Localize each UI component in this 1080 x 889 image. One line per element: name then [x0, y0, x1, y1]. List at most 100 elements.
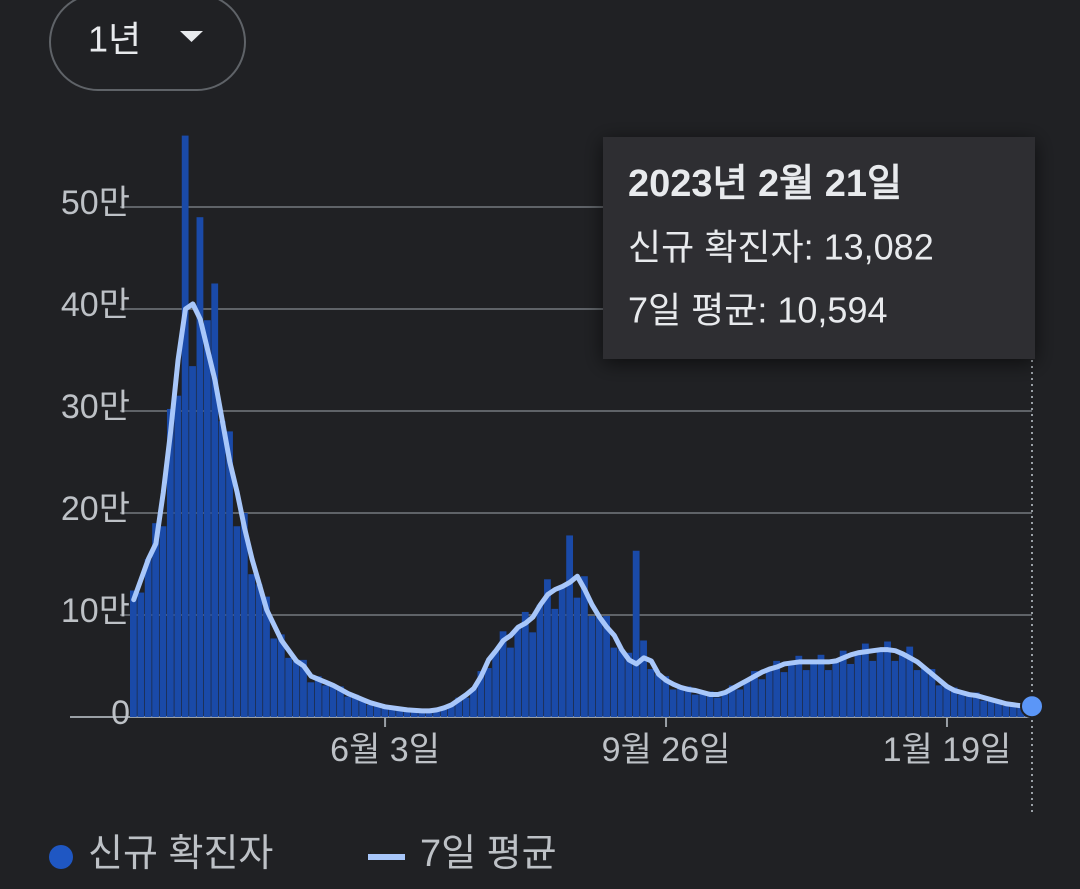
bar: [765, 669, 773, 717]
legend-swatch: [49, 845, 73, 869]
bar: [581, 576, 588, 717]
bar: [403, 709, 411, 717]
bar: [736, 689, 744, 717]
bar: [677, 687, 684, 717]
range-button[interactable]: [49, 0, 246, 91]
bar: [544, 579, 551, 717]
legend-label: 신규 확진자: [88, 833, 273, 875]
bar: [832, 660, 840, 717]
bar: [344, 696, 352, 717]
bar: [292, 660, 300, 717]
bar: [965, 694, 973, 717]
bar: [573, 597, 581, 717]
bar: [647, 669, 655, 717]
legend-label: 7일 평균: [420, 833, 557, 875]
bar: [898, 653, 906, 717]
bar: [366, 704, 374, 717]
bar: [928, 669, 936, 717]
bar: [751, 671, 758, 717]
y-tick-label: 10만: [61, 592, 130, 630]
range-label: 1년: [88, 19, 141, 60]
bar: [684, 686, 692, 717]
tooltip-line: 신규 확진자: 13,082: [628, 227, 934, 268]
bar: [1017, 704, 1025, 717]
bar: [514, 627, 522, 717]
bar: [263, 596, 270, 717]
bar: [499, 631, 507, 717]
bar: [166, 408, 174, 717]
bar: [839, 650, 847, 717]
bar: [270, 638, 278, 717]
bar: [884, 641, 891, 717]
bar: [935, 685, 943, 717]
bar: [595, 617, 603, 717]
bar: [226, 431, 233, 717]
bar: [388, 708, 396, 717]
bar: [159, 526, 167, 717]
bar: [995, 699, 1002, 717]
bar: [203, 320, 211, 717]
bar: [307, 682, 315, 717]
bar: [950, 687, 958, 717]
bar: [691, 694, 699, 717]
bar: [529, 632, 537, 717]
bar: [425, 710, 433, 717]
bar: [196, 217, 204, 717]
bar: [211, 283, 219, 717]
bar: [329, 685, 337, 717]
bar: [861, 643, 869, 717]
tooltip-line: 7일 평균: 10,594: [628, 290, 888, 331]
bar: [662, 676, 670, 717]
bar: [610, 647, 618, 717]
bar: [699, 692, 707, 717]
bar: [1009, 704, 1017, 717]
bar: [285, 657, 293, 717]
bar: [137, 592, 145, 717]
bar: [654, 674, 662, 717]
bar: [817, 654, 825, 717]
bar: [1002, 705, 1010, 717]
bar: [632, 550, 640, 717]
bar: [669, 689, 677, 717]
tooltip-box: [603, 137, 1035, 359]
bar: [625, 652, 633, 717]
bar: [174, 395, 182, 717]
bar: [617, 649, 625, 717]
bar: [603, 616, 610, 717]
bar: [921, 668, 928, 717]
bar: [943, 686, 951, 717]
bar: [255, 584, 263, 717]
bar: [721, 692, 729, 717]
x-tick-label: 9월 26일: [602, 731, 731, 769]
bar: [130, 590, 137, 717]
bar: [277, 634, 285, 717]
bar: [773, 660, 781, 717]
bar: [189, 366, 196, 717]
bar: [795, 655, 803, 717]
bar: [780, 672, 788, 717]
bar: [462, 697, 470, 717]
bar: [433, 708, 440, 717]
bar: [455, 697, 463, 717]
bar: [447, 703, 455, 717]
bar: [521, 611, 529, 717]
bar: [152, 523, 159, 717]
bar: [507, 647, 514, 717]
bar: [551, 608, 559, 717]
bar: [396, 707, 403, 717]
bar: [588, 616, 596, 717]
bar: [640, 640, 647, 717]
tooltip: 2023년 2월 21일 신규 확진자: 13,082 7일 평균: 10,59…: [603, 137, 1035, 359]
bar: [728, 685, 736, 717]
plot: 0 10만 20만 30만 40만 50만 6월 3일 9월 26일 1월 19일: [61, 135, 1044, 812]
range-selector[interactable]: 1년: [49, 0, 246, 91]
bar: [218, 421, 226, 717]
bar: [980, 700, 988, 717]
bar: [351, 694, 359, 717]
y-tick-label: 20만: [61, 490, 130, 528]
bar: [248, 574, 256, 717]
bar: [536, 604, 544, 717]
dropdown-arrow: [180, 31, 203, 42]
bar: [144, 558, 152, 717]
